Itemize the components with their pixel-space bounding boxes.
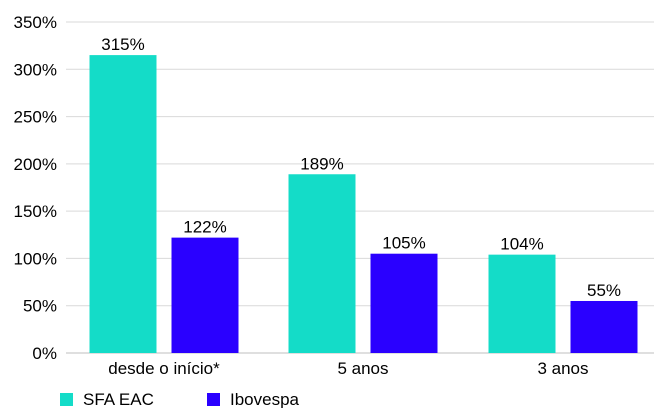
data-label: 104% xyxy=(500,235,543,254)
y-tick-label: 50% xyxy=(23,297,57,316)
data-label: 122% xyxy=(183,218,226,237)
x-tick-label: desde o início* xyxy=(108,359,220,378)
data-label: 315% xyxy=(101,35,144,54)
bar-ibovespa xyxy=(171,237,239,353)
legend: SFA EAC Ibovespa xyxy=(60,390,300,408)
legend-swatch xyxy=(60,393,73,406)
y-tick-label: 0% xyxy=(32,344,57,363)
bar-sfa-eac xyxy=(288,174,356,353)
y-tick-label: 300% xyxy=(14,60,57,79)
y-axis-ticks: 0% 50% 100% 150% 200% 250% 300% 350% xyxy=(14,13,57,363)
y-tick-label: 350% xyxy=(14,13,57,32)
y-tick-label: 100% xyxy=(14,249,57,268)
bar-sfa-eac xyxy=(89,55,157,353)
y-tick-label: 200% xyxy=(14,155,57,174)
bars xyxy=(89,55,638,353)
gridlines xyxy=(66,21,654,354)
legend-label: Ibovespa xyxy=(230,390,300,408)
legend-swatch xyxy=(207,393,220,406)
x-tick-label: 5 anos xyxy=(337,359,388,378)
x-axis-ticks: desde o início* 5 anos 3 anos xyxy=(108,359,588,378)
y-tick-label: 250% xyxy=(14,108,57,127)
data-label: 105% xyxy=(382,234,425,253)
x-tick-label: 3 anos xyxy=(537,359,588,378)
bar-ibovespa xyxy=(570,300,638,353)
bar-sfa-eac xyxy=(488,254,556,353)
data-labels: 315% 189% 104% 122% 105% 55% xyxy=(101,35,621,300)
y-tick-label: 150% xyxy=(14,202,57,221)
data-label: 55% xyxy=(587,281,621,300)
legend-label: SFA EAC xyxy=(83,390,154,408)
data-label: 189% xyxy=(300,154,343,173)
bar-ibovespa xyxy=(370,253,438,353)
